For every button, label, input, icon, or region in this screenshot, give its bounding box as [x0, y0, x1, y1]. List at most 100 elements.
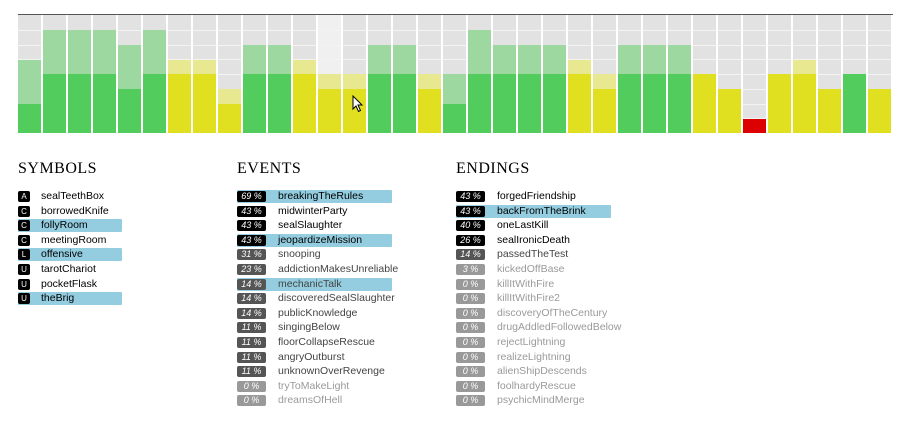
chart-column-3[interactable]: [68, 15, 93, 133]
event-row[interactable]: 14 % publicKnowledge: [237, 307, 357, 322]
chart-column-22[interactable]: [543, 15, 568, 133]
gridline: [743, 29, 768, 31]
chart-column-7[interactable]: [168, 15, 193, 133]
chart-column-13[interactable]: [318, 15, 343, 133]
chart-column-25[interactable]: [618, 15, 643, 133]
chart-column-6[interactable]: [143, 15, 168, 133]
event-row[interactable]: 0 % dreamsOfHell: [237, 394, 342, 409]
ending-row[interactable]: 0 % foolhardyRescue: [456, 380, 576, 395]
event-row[interactable]: 11 % unknownOverRevenge: [237, 365, 385, 380]
bar-solid-segment: [568, 74, 593, 133]
event-row[interactable]: 43 % midwinterParty: [237, 205, 347, 220]
bar-solid-segment: [868, 89, 893, 133]
chart-column-10[interactable]: [243, 15, 268, 133]
bar-solid-segment: [718, 89, 743, 133]
ending-row[interactable]: 0 % drugAddledFollowedBelow: [456, 321, 621, 336]
event-row[interactable]: 11 % floorCollapseRescue: [237, 336, 375, 351]
chart-column-4[interactable]: [93, 15, 118, 133]
chart-column-16[interactable]: [393, 15, 418, 133]
column-separator: [866, 15, 868, 133]
chart-column-33[interactable]: [818, 15, 843, 133]
ending-row[interactable]: 0 % killItWithFire2: [456, 292, 560, 307]
gridline: [568, 29, 593, 31]
event-row[interactable]: 43 % sealSlaughter: [237, 219, 342, 234]
item-label: backFromTheBrink: [497, 204, 586, 217]
event-row[interactable]: 43 % jeopardizeMission: [237, 233, 392, 249]
row-highlight: [237, 233, 392, 247]
chart-column-14[interactable]: [343, 15, 368, 133]
ending-row[interactable]: 0 % discoveryOfTheCentury: [456, 307, 607, 322]
percent-badge: 11 %: [237, 322, 266, 334]
chart-column-19[interactable]: [468, 15, 493, 133]
percent-badge: 0 %: [456, 307, 485, 319]
chart-column-1[interactable]: [18, 15, 43, 133]
event-row[interactable]: 11 % singingBelow: [237, 321, 340, 336]
event-row[interactable]: 23 % addictionMakesUnreliable: [237, 263, 398, 278]
ending-row[interactable]: 43 % forgedFriendship: [456, 190, 576, 205]
event-row[interactable]: 0 % tryToMakeLight: [237, 380, 349, 395]
ending-row[interactable]: 43 % backFromTheBrink: [456, 204, 611, 220]
percent-badge: 23 %: [237, 263, 266, 275]
chart-column-26[interactable]: [643, 15, 668, 133]
ending-row[interactable]: 0 % killItWithFire: [456, 278, 554, 293]
chart-column-2[interactable]: [43, 15, 68, 133]
gridline: [318, 44, 343, 46]
percent-badge: 0 %: [237, 395, 266, 407]
chart-column-34[interactable]: [843, 15, 868, 133]
gridline: [218, 44, 243, 46]
event-row[interactable]: 14 % mechanicTalk: [237, 277, 392, 293]
bar-solid-segment: [743, 118, 768, 133]
ending-row[interactable]: 26 % sealIronicDeath: [456, 234, 570, 249]
gridline: [18, 44, 43, 46]
chart-column-23[interactable]: [568, 15, 593, 133]
ending-row[interactable]: 3 % kickedOffBase: [456, 263, 565, 278]
gridline: [843, 44, 868, 46]
ending-row[interactable]: 0 % psychicMindMerge: [456, 394, 585, 409]
chart-column-27[interactable]: [668, 15, 693, 133]
chart-column-9[interactable]: [218, 15, 243, 133]
column-separator: [341, 15, 343, 133]
chart-column-8[interactable]: [193, 15, 218, 133]
event-row[interactable]: 69 % breakingTheRules: [237, 190, 392, 205]
gridline: [193, 59, 218, 61]
ending-row[interactable]: 0 % alienShipDescends: [456, 365, 587, 380]
chart-column-24[interactable]: [593, 15, 618, 133]
chart-column-31[interactable]: [768, 15, 793, 133]
chart-column-5[interactable]: [118, 15, 143, 133]
ending-row[interactable]: 14 % passedTheTest: [456, 248, 568, 263]
symbol-type-badge: A: [18, 191, 30, 202]
chart-column-32[interactable]: [793, 15, 818, 133]
bar-solid-segment: [543, 74, 568, 133]
chart-column-11[interactable]: [268, 15, 293, 133]
gridline: [768, 44, 793, 46]
event-row[interactable]: 31 % snooping: [237, 248, 321, 263]
chart-column-20[interactable]: [493, 15, 518, 133]
chart-column-35[interactable]: [868, 15, 893, 133]
chart-column-18[interactable]: [443, 15, 468, 133]
ending-row[interactable]: 0 % rejectLightning: [456, 336, 565, 351]
chart-column-28[interactable]: [693, 15, 718, 133]
event-row[interactable]: 14 % discoveredSealSlaughter: [237, 292, 395, 307]
percent-badge: 14 %: [237, 293, 266, 305]
bar-solid-segment: [518, 74, 543, 133]
chart-column-30[interactable]: [743, 15, 768, 133]
gridline: [743, 44, 768, 46]
chart-column-17[interactable]: [418, 15, 443, 133]
chart-column-21[interactable]: [518, 15, 543, 133]
gridline: [568, 44, 593, 46]
event-row[interactable]: 11 % angryOutburst: [237, 351, 345, 366]
chart-column-12[interactable]: [293, 15, 318, 133]
bar-solid-segment: [68, 74, 93, 133]
ending-row[interactable]: 0 % realizeLightning: [456, 351, 571, 366]
chart-column-15[interactable]: [368, 15, 393, 133]
chart-column-29[interactable]: [718, 15, 743, 133]
ending-row[interactable]: 40 % oneLastKill: [456, 219, 548, 234]
